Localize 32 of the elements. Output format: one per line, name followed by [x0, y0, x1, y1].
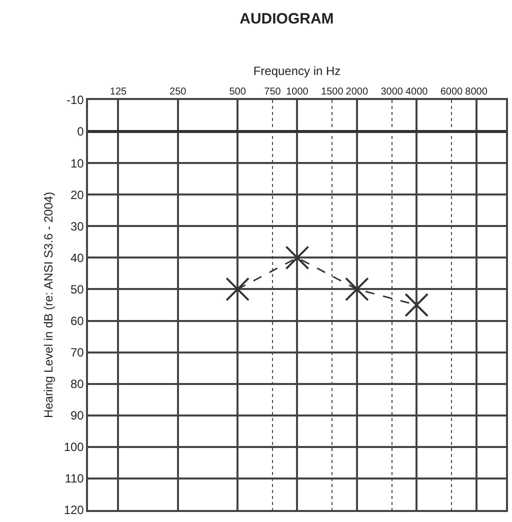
y-tick-label: -10: [66, 93, 84, 108]
y-tick-label: 90: [70, 408, 84, 423]
point: [226, 277, 250, 302]
x-tick-label: 3000: [380, 86, 404, 98]
x-tick-label: 1500: [321, 86, 344, 98]
x-tick-label: 250: [170, 86, 187, 98]
y-tick-label: 40: [70, 250, 84, 265]
point: [285, 246, 310, 270]
point: [404, 293, 429, 317]
y-tick-label: 120: [64, 503, 84, 518]
x-axis-title: Frequency in Hz: [253, 64, 341, 78]
y-tick-label: 110: [64, 472, 84, 486]
y-tick-label: 80: [70, 377, 84, 392]
y-tick-label: 10: [70, 156, 84, 170]
y-tick-label: 50: [70, 282, 84, 296]
x-tick-label: 2000: [346, 86, 368, 98]
y-tick-label: 100: [64, 440, 84, 454]
y-tick-label: 30: [70, 219, 84, 234]
x-tick-label: 500: [229, 86, 246, 98]
y-tick-label: 60: [70, 314, 84, 328]
y-axis-title: Hearing Level in dB (re: ANSI S3.6 - 2004): [42, 192, 56, 418]
x-tick-label: 1000: [286, 86, 309, 98]
x-tick-label: 8000: [465, 86, 488, 98]
x-tick-label: 750: [264, 86, 282, 98]
y-tick-label: 70: [70, 346, 84, 360]
chart-title: AUDIOGRAM: [240, 10, 334, 28]
x-tick-label: 6000: [440, 86, 464, 98]
point: [344, 277, 369, 302]
x-tick-label: 125: [110, 86, 127, 98]
x-tick-label: 4000: [405, 86, 428, 98]
y-tick-label: 20: [70, 188, 84, 202]
y-tick-label: 0: [77, 124, 84, 139]
